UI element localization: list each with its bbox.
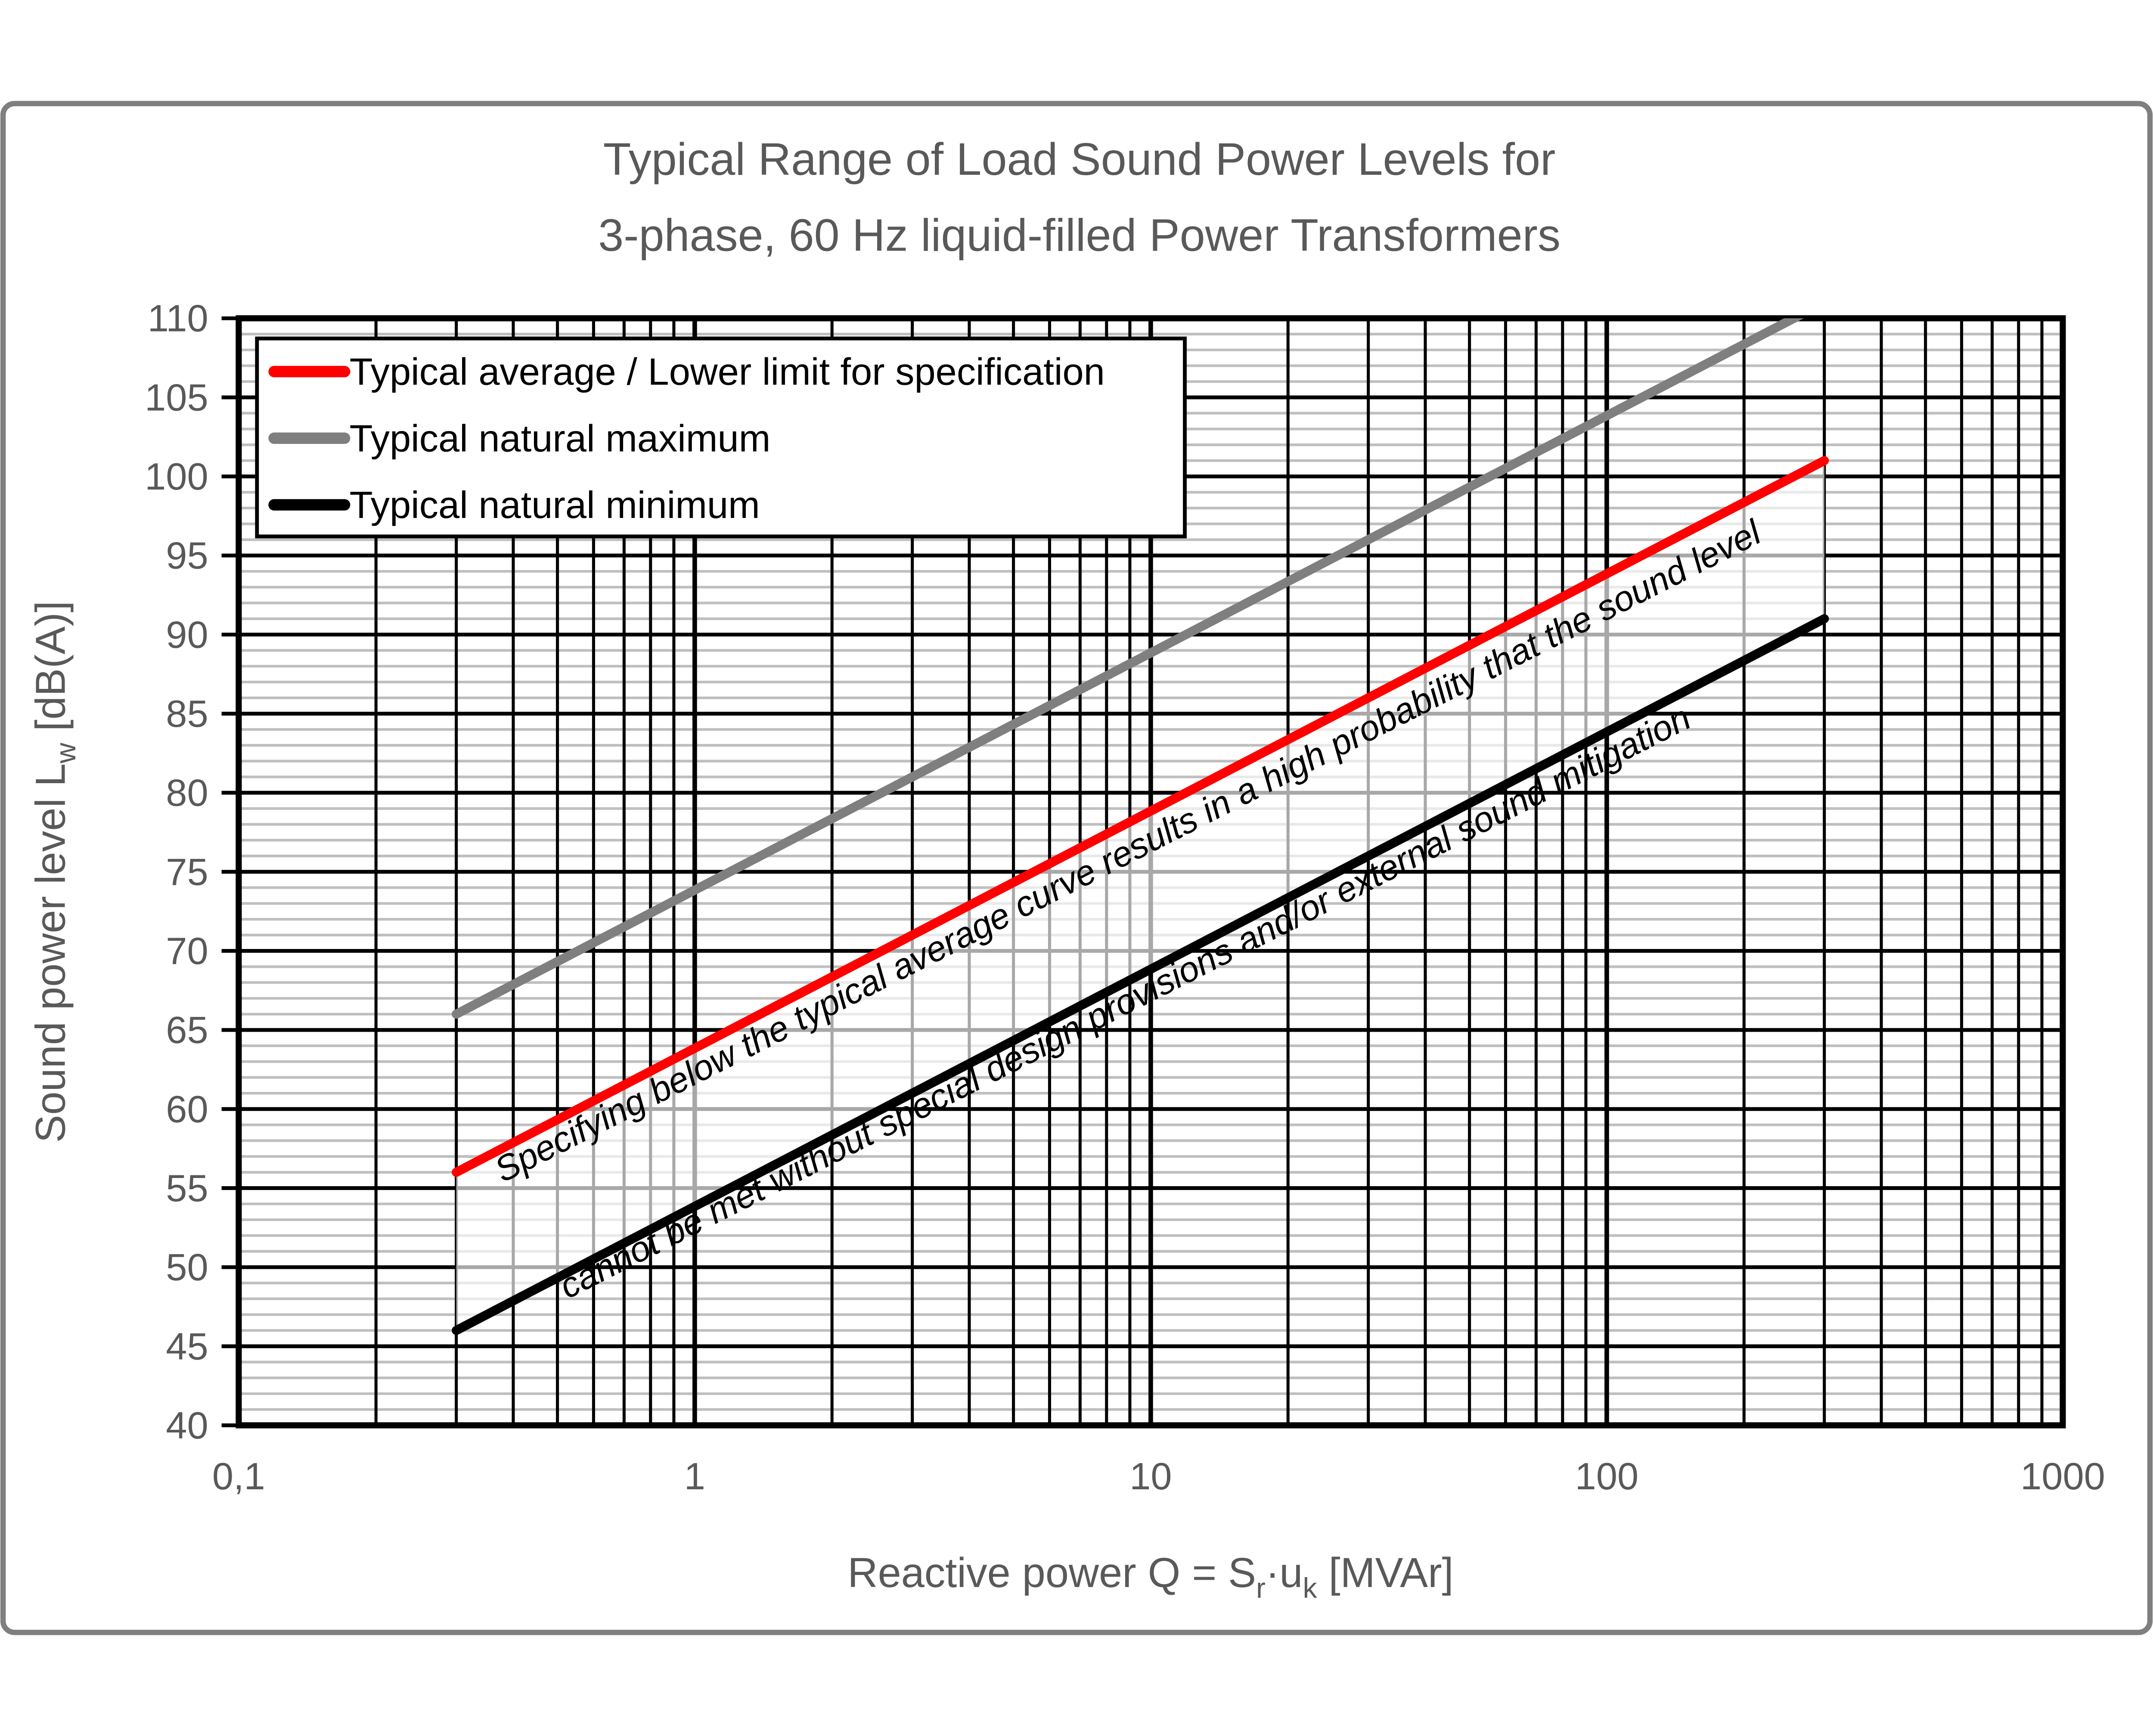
series-line-typical-natural-minimum <box>452 614 1829 1335</box>
legend-label-typical-natural-maximum: Typical natural maximum <box>350 417 771 459</box>
x-tick-label-0-1: 0,1 <box>212 1455 265 1497</box>
y-tick-label-40: 40 <box>166 1404 208 1447</box>
data-series-lines <box>452 318 1829 1335</box>
y-tick-label-70: 70 <box>166 930 208 972</box>
axis-titles: Reactive power Q = Sr·uk [MVAr] Sound pow… <box>27 601 1453 1604</box>
y-tick-label-75: 75 <box>166 850 208 893</box>
legend-label-typical-average-lower-limit-for-specification: Typical average / Lower limit for specif… <box>350 350 1105 393</box>
y-tick-label-85: 85 <box>166 692 208 735</box>
faded-band <box>456 460 1824 1331</box>
chart-title-line1: Typical Range of Load Sound Power Levels… <box>603 134 1556 185</box>
y-tick-label-45: 45 <box>166 1325 208 1367</box>
y-tick-label-95: 95 <box>166 534 208 577</box>
x-tick-label-1: 1 <box>684 1455 705 1497</box>
y-tick-label-50: 50 <box>166 1246 208 1289</box>
y-tick-label-90: 90 <box>166 613 208 656</box>
legend: Typical average / Lower limit for specif… <box>255 336 1187 539</box>
outer-frame <box>0 101 2153 1635</box>
x-tick-label-10: 10 <box>1129 1455 1172 1497</box>
y-tick-label-55: 55 <box>166 1167 208 1209</box>
series-line-typical-natural-maximum <box>452 318 1804 1019</box>
y-axis-tick-marks <box>221 316 239 1427</box>
legend-item-typical-natural-minimum: Typical natural minimum <box>268 484 760 526</box>
legend-item-typical-average-lower-limit-for-specification: Typical average / Lower limit for specif… <box>268 350 1105 393</box>
y-tick-label-65: 65 <box>166 1009 208 1051</box>
chart-title-line2: 3-phase, 60 Hz liquid-filled Power Trans… <box>598 210 1560 261</box>
specification-band <box>456 460 1824 1331</box>
legend-label-typical-natural-minimum: Typical natural minimum <box>350 484 760 526</box>
y-axis-title: Sound power level Lw [dB(A)] <box>27 601 82 1143</box>
legend-item-typical-natural-maximum: Typical natural maximum <box>268 417 771 459</box>
x-tick-label-100: 100 <box>1575 1455 1639 1497</box>
y-tick-label-80: 80 <box>166 772 208 814</box>
legend-box <box>255 336 1187 539</box>
x-axis-title: Reactive power Q = Sr·uk [MVAr] <box>847 1549 1453 1604</box>
y-tick-label-60: 60 <box>166 1088 208 1130</box>
y-tick-label-100: 100 <box>145 455 208 498</box>
y-tick-label-105: 105 <box>145 376 208 418</box>
y-tick-label-110: 110 <box>148 297 208 340</box>
x-tick-label-1000: 1000 <box>2020 1455 2105 1497</box>
series-line-typical-average-lower-limit-for-specification <box>452 456 1829 1177</box>
